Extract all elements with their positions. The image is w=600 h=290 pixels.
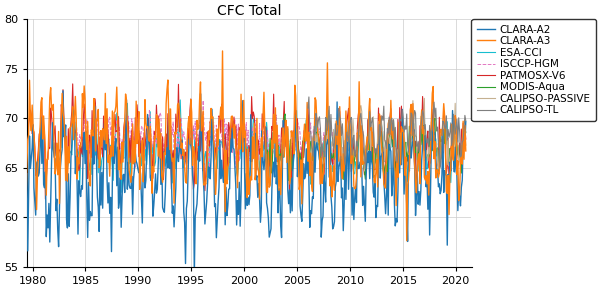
CLARA-A3	[403, 239, 410, 242]
CLARA-A2	[385, 213, 392, 217]
CLARA-A3	[230, 123, 237, 127]
Legend: CLARA-A2, CLARA-A3, ESA-CCI, ISCCP-HGM, PATMOSX-V6, MODIS-Aqua, CALIPSO-PASSIVE,: CLARA-A2, CLARA-A3, ESA-CCI, ISCCP-HGM, …	[472, 19, 596, 121]
CALIPSO-PASSIVE	[413, 173, 421, 176]
PATMOSX-V6	[19, 144, 26, 147]
ESA-CCI	[118, 191, 125, 194]
ESA-CCI	[263, 121, 270, 124]
ISCCP-HGM	[200, 99, 207, 102]
CLARA-A3	[392, 170, 399, 174]
CALIPSO-PASSIVE	[364, 150, 371, 154]
CLARA-A3	[278, 164, 285, 167]
ESA-CCI	[50, 142, 58, 145]
CALIPSO-TL	[338, 134, 345, 137]
Line: ESA-CCI: ESA-CCI	[54, 100, 455, 192]
CALIPSO-TL	[366, 110, 373, 113]
CALIPSO-PASSIVE	[458, 137, 466, 141]
CLARA-A2	[191, 273, 198, 276]
CALIPSO-TL	[462, 119, 469, 122]
MODIS-Aqua	[422, 144, 429, 147]
MODIS-Aqua	[413, 139, 420, 142]
CALIPSO-PASSIVE	[421, 97, 428, 100]
ISCCP-HGM	[235, 122, 242, 126]
ISCCP-HGM	[313, 129, 320, 133]
PATMOSX-V6	[279, 133, 286, 136]
PATMOSX-V6	[230, 115, 238, 119]
CALIPSO-TL	[362, 167, 369, 170]
ESA-CCI	[391, 152, 398, 155]
Line: PATMOSX-V6: PATMOSX-V6	[22, 84, 466, 199]
ESA-CCI	[229, 140, 236, 144]
CALIPSO-PASSIVE	[337, 134, 344, 137]
MODIS-Aqua	[394, 173, 401, 176]
CLARA-A2	[59, 89, 67, 93]
CLARA-A2	[462, 120, 469, 124]
PATMOSX-V6	[187, 109, 194, 112]
PATMOSX-V6	[462, 137, 469, 141]
ESA-CCI	[249, 130, 256, 133]
CALIPSO-PASSIVE	[462, 144, 469, 147]
MODIS-Aqua	[462, 130, 469, 134]
MODIS-Aqua	[275, 181, 283, 184]
Line: CLARA-A3: CLARA-A3	[22, 51, 466, 241]
Line: CALIPSO-PASSIVE: CALIPSO-PASSIVE	[308, 98, 466, 175]
ESA-CCI	[411, 152, 418, 155]
CLARA-A3	[185, 122, 192, 125]
PATMOSX-V6	[69, 82, 76, 86]
CALIPSO-TL	[458, 140, 466, 144]
CALIPSO-TL	[324, 128, 331, 132]
MODIS-Aqua	[262, 140, 269, 144]
CALIPSO-PASSIVE	[446, 159, 454, 162]
CLARA-A2	[230, 147, 238, 151]
CALIPSO-PASSIVE	[307, 160, 314, 163]
CLARA-A2	[392, 217, 400, 220]
CALIPSO-TL	[308, 144, 315, 147]
MODIS-Aqua	[435, 160, 442, 164]
CLARA-A3	[384, 136, 391, 139]
PATMOSX-V6	[42, 197, 49, 201]
PATMOSX-V6	[392, 147, 400, 151]
ISCCP-HGM	[296, 126, 303, 129]
Line: CALIPSO-TL: CALIPSO-TL	[308, 97, 466, 168]
CLARA-A2	[19, 179, 26, 183]
CLARA-A2	[25, 189, 32, 192]
ISCCP-HGM	[230, 126, 237, 130]
CLARA-A2	[185, 138, 193, 141]
CLARA-A2	[279, 162, 286, 166]
CALIPSO-PASSIVE	[323, 134, 330, 137]
ISCCP-HGM	[183, 179, 190, 182]
Title: CFC Total: CFC Total	[217, 4, 281, 18]
ISCCP-HGM	[72, 120, 79, 124]
CALIPSO-TL	[446, 131, 454, 135]
PATMOSX-V6	[25, 122, 32, 126]
CALIPSO-TL	[304, 106, 311, 110]
ISCCP-HGM	[230, 124, 238, 128]
CLARA-A3	[462, 149, 469, 153]
ISCCP-HGM	[335, 128, 343, 131]
MODIS-Aqua	[325, 109, 332, 112]
Line: ISCCP-HGM: ISCCP-HGM	[76, 101, 339, 181]
MODIS-Aqua	[314, 131, 322, 135]
CLARA-A3	[219, 49, 226, 53]
PATMOSX-V6	[385, 145, 392, 148]
ESA-CCI	[256, 172, 263, 175]
ESA-CCI	[452, 131, 459, 134]
ISCCP-HGM	[73, 122, 80, 125]
Line: MODIS-Aqua: MODIS-Aqua	[266, 110, 466, 182]
Line: CLARA-A2: CLARA-A2	[22, 91, 466, 275]
CLARA-A3	[25, 133, 32, 137]
MODIS-Aqua	[313, 130, 320, 134]
CLARA-A3	[19, 102, 26, 106]
CALIPSO-PASSIVE	[304, 141, 311, 144]
CALIPSO-TL	[305, 95, 313, 99]
ESA-CCI	[176, 98, 184, 102]
